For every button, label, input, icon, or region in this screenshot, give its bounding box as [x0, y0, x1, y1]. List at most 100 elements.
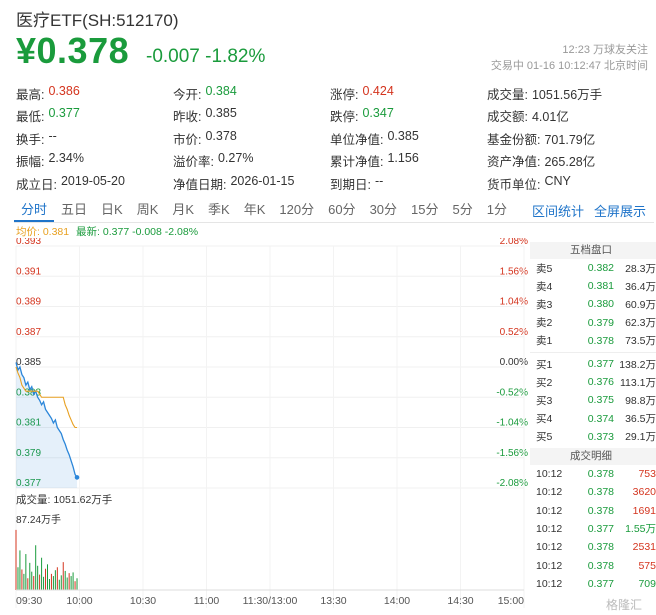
stat-value: --	[374, 173, 384, 188]
stat-label: 市价:	[173, 132, 202, 147]
level-label: 卖5	[536, 262, 553, 275]
trade-price: 0.378	[587, 468, 614, 481]
stat-label: 单位净值:	[330, 132, 384, 147]
y-tick-left: 0.385	[16, 357, 41, 368]
volume-label: 成交量: 1051.62万手	[16, 493, 112, 506]
stats-row: 振幅: 2.34% 溢价率: 0.27% 累计净值: 1.156 资产净值: 265.28亿	[16, 150, 646, 173]
stats-grid: 最高: 0.386 今开: 0.384 涨停: 0.424 成交量: 1051.56万手最低:…	[16, 82, 646, 195]
tab-period[interactable]: 五日	[61, 201, 88, 217]
stat-value: CNY	[544, 173, 571, 188]
level-label: 买2	[536, 376, 553, 389]
stat-cell: 换手: --	[16, 129, 173, 148]
bid-row: 买4 0.374 36.5万	[530, 410, 656, 428]
stat-cell: 成交量: 1051.56万手	[487, 84, 644, 103]
level-label: 卖3	[536, 298, 553, 311]
level-label: 买5	[536, 431, 553, 444]
stat-cell: 今开: 0.384	[173, 84, 330, 103]
stat-label: 最低:	[16, 110, 45, 125]
level-qty: 138.2万	[619, 358, 656, 371]
orderbook-panel: 五档盘口 卖5 0.382 28.3万 卖4 0.381 36.4万 卖3 0.380 60.9…	[530, 242, 656, 593]
level-qty: 60.9万	[625, 298, 656, 311]
tab-period[interactable]: 年K	[243, 201, 266, 217]
stat-cell: 单位净值: 0.385	[330, 129, 487, 148]
follow-count: 12:23 万球友关注	[562, 44, 648, 56]
tab-period[interactable]: 1分	[486, 201, 507, 217]
level-qty: 29.1万	[625, 431, 656, 444]
level-label: 买3	[536, 394, 553, 407]
trade-row: 10:12 0.378 575	[530, 556, 656, 574]
tab-period[interactable]: 日K	[101, 201, 123, 217]
stat-value: 0.378	[205, 128, 237, 143]
stat-label: 溢价率:	[173, 155, 214, 170]
trade-price: 0.378	[587, 559, 614, 572]
stat-value: 0.347	[362, 106, 394, 121]
current-price: ¥0.378	[16, 30, 130, 71]
tab-period[interactable]: 60分	[328, 201, 356, 217]
stat-cell: 资产净值: 265.28亿	[487, 151, 644, 170]
stats-row: 成立日: 2019-05-20 净值日期: 2026-01-15 到期日: -- 货币单位:…	[16, 172, 646, 195]
y-tick-left: 0.377	[16, 478, 41, 489]
y-tick-right: -0.52%	[496, 387, 528, 398]
trade-price: 0.378	[587, 486, 614, 499]
trade-time: 10:12	[536, 577, 563, 590]
stat-label: 昨收:	[173, 110, 202, 125]
stat-cell: 涨停: 0.424	[330, 84, 487, 103]
tab-period[interactable]: 周K	[136, 201, 159, 217]
trade-time: 10:12	[536, 486, 563, 499]
stat-cell: 净值日期: 2026-01-15	[173, 174, 330, 193]
tab-period[interactable]: 30分	[369, 201, 398, 217]
y-tick-left: 0.383	[16, 387, 41, 398]
fullscreen-link[interactable]: 全屏展示	[593, 203, 646, 219]
trade-qty: 709	[638, 577, 656, 590]
y-tick-right: 1.56%	[500, 266, 528, 277]
stats-row: 最高: 0.386 今开: 0.384 涨停: 0.424 成交量: 1051.56万手	[16, 82, 646, 105]
trade-status: 交易中 01-16 10:12:47 北京时间	[490, 60, 648, 72]
stat-value: 0.386	[48, 83, 80, 98]
level-qty: 62.3万	[625, 317, 656, 330]
trades-title: 成交明细	[530, 447, 656, 465]
stat-label: 涨停:	[330, 87, 359, 102]
watermark-logo: 格隆汇	[605, 598, 642, 612]
ask-row: 卖3 0.380 60.9万	[530, 295, 656, 313]
ask-row: 卖1 0.378 73.5万	[530, 332, 656, 350]
trade-qty: 2531	[632, 541, 656, 554]
tab-period[interactable]: 5分	[452, 201, 473, 217]
stat-cell: 成立日: 2019-05-20	[16, 174, 173, 193]
tab-period[interactable]: 季K	[208, 201, 230, 217]
level-qty: 36.5万	[625, 413, 656, 426]
bid-row: 买2 0.376 113.1万	[530, 373, 656, 391]
stat-label: 资产净值:	[487, 155, 541, 170]
stat-cell: 市价: 0.378	[173, 129, 330, 148]
y-tick-left: 0.379	[16, 448, 41, 459]
stat-cell: 最高: 0.386	[16, 84, 173, 103]
trade-qty: 1691	[632, 504, 656, 517]
tab-period[interactable]: 分时	[14, 199, 55, 222]
y-tick-left: 0.391	[16, 266, 41, 277]
x-tick-label: 11:30/13:00	[243, 595, 298, 607]
tab-period[interactable]: 120分	[279, 201, 315, 217]
stat-value: 2019-05-20	[60, 173, 125, 188]
trade-qty: 3620	[632, 486, 656, 499]
y-tick-right: 2.08%	[500, 238, 528, 247]
trade-row: 10:12 0.378 753	[530, 465, 656, 483]
tab-period[interactable]: 月K	[172, 201, 195, 217]
stat-value: 1.156	[387, 151, 419, 166]
last-price-legend: 最新: 0.377 -0.008 -2.08%	[76, 226, 199, 238]
y-tick-right: -1.04%	[496, 418, 528, 429]
level-label: 买1	[536, 358, 553, 371]
y-tick-left: 0.387	[16, 327, 41, 338]
trade-time: 10:12	[536, 541, 563, 554]
level-price: 0.380	[587, 298, 614, 311]
tab-period[interactable]: 15分	[411, 201, 439, 217]
intraday-chart[interactable]: 0.393 2.08% 0.391 1.56% 0.389 1.04% 0.387 0.52%…	[14, 238, 530, 614]
stat-cell: 溢价率: 0.27%	[173, 151, 330, 170]
trade-price: 0.377	[587, 577, 614, 590]
level-label: 买4	[536, 413, 553, 426]
last-price-dot	[74, 475, 80, 480]
y-tick-right: -1.56%	[496, 448, 528, 459]
stat-value: 701.79亿	[544, 132, 596, 147]
x-tick-label: 13:30	[320, 595, 346, 607]
stat-label: 累计净值:	[330, 155, 384, 170]
range-stats-link[interactable]: 区间统计	[531, 203, 584, 219]
stat-cell: 振幅: 2.34%	[16, 151, 173, 170]
